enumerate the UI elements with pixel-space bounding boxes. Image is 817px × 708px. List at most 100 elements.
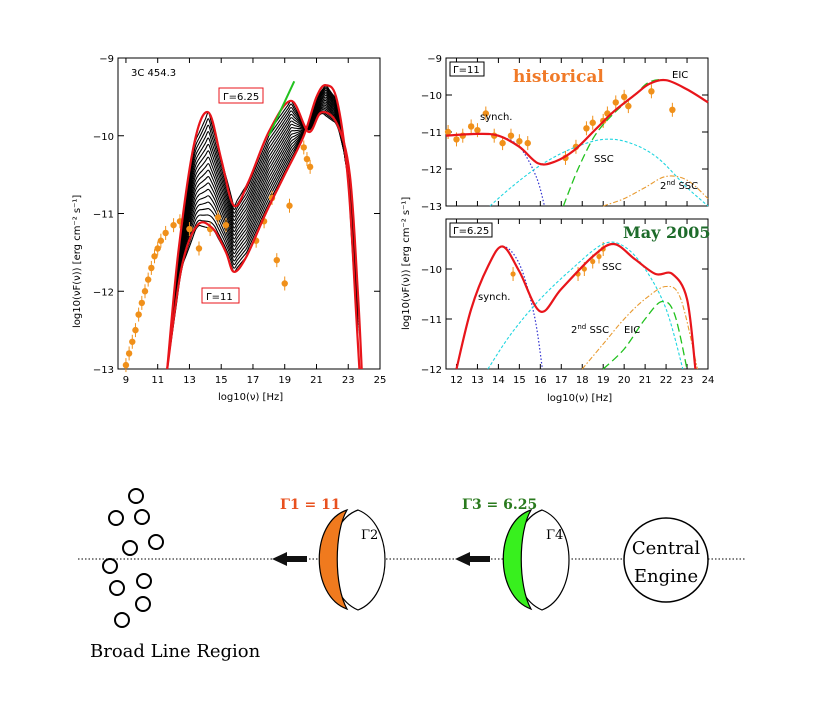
- y-tick-label: −11: [421, 315, 442, 326]
- broad-line-region-clouds: [102, 488, 164, 628]
- x-tick-label: 17: [247, 375, 260, 386]
- data-point: [273, 256, 280, 264]
- br-2nd-ssc-label: 2nd SSC: [571, 323, 609, 336]
- blr-cloud: [134, 509, 150, 525]
- data-point: [306, 163, 314, 171]
- data-point: [590, 258, 596, 265]
- br-synch-label: synch.: [478, 292, 510, 303]
- total-curve: [445, 78, 709, 166]
- data-point: [125, 350, 133, 357]
- left-x-axis-label: log10(ν) [Hz]: [218, 392, 283, 403]
- gamma4-label: Γ4: [546, 528, 563, 543]
- br-gamma-label: Γ=6.25: [453, 226, 489, 237]
- data-point: [648, 88, 655, 95]
- family-curve: [166, 101, 359, 370]
- data-point: [596, 253, 602, 260]
- tr-gamma-label: Γ=11: [453, 65, 480, 76]
- x-tick-label: 15: [513, 375, 526, 386]
- x-tick-label: 15: [215, 375, 228, 386]
- data-point: [135, 311, 142, 318]
- family-curve: [166, 94, 359, 370]
- data-point: [516, 138, 523, 145]
- left-curve-family: [166, 84, 359, 370]
- x-tick-label: 24: [702, 375, 715, 386]
- central-engine-circle: [623, 517, 709, 603]
- ssc-curve: [487, 241, 684, 370]
- left-axis-ticks: 9 11 13 15 17 19 21 23 25 −13 −12 −11 −10 −9: [93, 54, 386, 386]
- gamma-11-annotation: Γ=11: [201, 287, 240, 304]
- x-tick-label: 18: [576, 375, 589, 386]
- blr-cloud: [128, 488, 144, 504]
- y-tick-label: −10: [93, 132, 114, 143]
- x-tick-label: 13: [471, 375, 484, 386]
- data-point: [300, 144, 307, 151]
- data-point: [157, 237, 165, 244]
- data-point: [144, 276, 152, 283]
- blr-cloud: [102, 558, 118, 574]
- family-curve: [166, 93, 359, 370]
- br-title: May 2005: [623, 223, 710, 242]
- tr-ssc-label: SSC: [594, 154, 614, 165]
- x-tick-label: 23: [681, 375, 694, 386]
- data-point: [170, 221, 177, 229]
- x-tick-label: 16: [534, 375, 547, 386]
- 2nd-ssc-curve: [581, 285, 699, 370]
- central-engine-line1: Central: [632, 538, 701, 559]
- data-point: [286, 202, 293, 209]
- data-point: [507, 132, 515, 139]
- data-point: [154, 245, 161, 252]
- total-curve: [166, 99, 363, 370]
- y-tick-label: −11: [93, 210, 114, 221]
- br-series: [455, 241, 699, 370]
- x-tick-label: 22: [660, 375, 673, 386]
- family-curve: [166, 98, 359, 370]
- data-point: [129, 338, 136, 345]
- data-point: [214, 214, 222, 221]
- left-sed-panel: 9 11 13 15 17 19 21 23 25 −13 −12 −11 −10 −9 3C 454.3…: [72, 54, 386, 403]
- y-tick-label: −11: [421, 128, 442, 139]
- gamma-11-box: [201, 287, 240, 304]
- blr-cloud: [135, 596, 151, 612]
- x-tick-label: 19: [597, 375, 610, 386]
- family-curve: [166, 88, 359, 370]
- data-point: [281, 280, 288, 287]
- data-point: [583, 125, 590, 132]
- central-engine-line2: Engine: [634, 566, 698, 587]
- x-tick-label: 11: [151, 375, 164, 386]
- ssc-curve: [489, 138, 709, 207]
- y-tick-label: −10: [421, 91, 442, 102]
- br-ssc-label: SSC: [602, 262, 622, 273]
- family-curve: [166, 103, 359, 370]
- y-tick-label: −9: [427, 54, 442, 65]
- blr-cloud: [148, 534, 164, 550]
- br-axis-ticks: 12 13 14 15 16 17 18 19 20 21 22 23 24 −12 −11 −10: [421, 219, 714, 386]
- tr-series: [445, 78, 709, 207]
- gamma2-label: Γ2: [361, 528, 378, 543]
- tr-eic-label: EIC: [672, 70, 688, 81]
- x-tick-label: 12: [450, 375, 463, 386]
- y-tick-label: −13: [421, 202, 442, 213]
- x-tick-label: 20: [618, 375, 631, 386]
- y-tick-label: −12: [421, 365, 442, 376]
- left-data-points: [122, 140, 314, 373]
- family-curve: [166, 106, 359, 370]
- data-point: [625, 102, 632, 110]
- right-x-axis-label: log10(ν) [Hz]: [547, 393, 612, 404]
- data-point: [162, 229, 169, 237]
- data-point: [474, 126, 481, 134]
- family-curve: [166, 103, 359, 370]
- tr-data-points: [444, 84, 676, 165]
- right-y-axis-label: log10(νF(ν)) [erg cm⁻² s⁻¹]: [401, 197, 412, 330]
- blr-cloud: [114, 612, 130, 628]
- eic-curve: [602, 300, 688, 370]
- total-curve: [455, 242, 697, 370]
- br-plot-frame: [445, 218, 709, 370]
- x-tick-label: 13: [183, 375, 196, 386]
- data-point: [482, 110, 490, 117]
- gamma3-crescent-icon: [502, 508, 533, 611]
- gamma3-label: Γ3 = 6.25: [462, 497, 537, 513]
- data-point: [222, 221, 230, 229]
- x-tick-label: 25: [374, 375, 387, 386]
- data-point: [612, 99, 619, 106]
